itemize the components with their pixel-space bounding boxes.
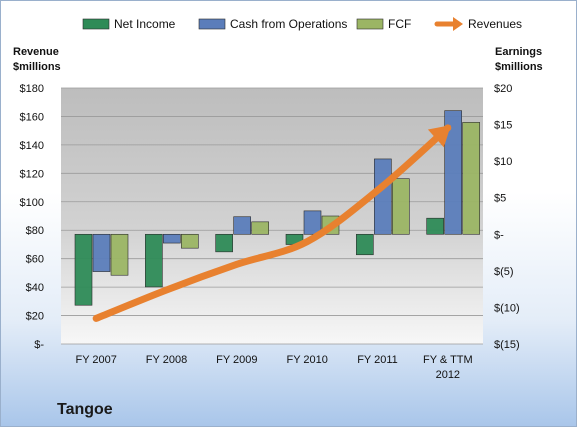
right-tick-label: $(15) bbox=[494, 339, 520, 351]
fcf-bar bbox=[392, 178, 410, 235]
category-label: 2012 bbox=[436, 369, 460, 381]
left-tick-label: $180 bbox=[20, 83, 44, 95]
bars-layer bbox=[74, 110, 480, 306]
right-tick-label: $(5) bbox=[494, 266, 514, 278]
fcf-bar bbox=[251, 221, 269, 235]
fcf-bar bbox=[181, 233, 199, 249]
category-label: FY 2007 bbox=[75, 354, 116, 366]
legend-swatch bbox=[198, 18, 226, 30]
revenue-line-layer bbox=[92, 124, 452, 322]
cash-from-operations-bar bbox=[233, 216, 251, 235]
right-tick-label: $15 bbox=[494, 120, 512, 132]
legend-swatch-arrowhead bbox=[453, 17, 463, 31]
left-tick-label: $60 bbox=[26, 254, 44, 266]
left-axis-title: $millions bbox=[13, 61, 61, 73]
category-label: FY & TTM bbox=[423, 354, 473, 366]
legend-swatch bbox=[82, 18, 110, 30]
left-tick-label: $100 bbox=[20, 197, 44, 209]
right-tick-label: $20 bbox=[494, 83, 512, 95]
category-label: FY 2011 bbox=[357, 354, 398, 366]
cash-from-operations-bar bbox=[163, 233, 181, 244]
net-income-bar bbox=[145, 233, 163, 288]
axes-layer: $- $20 $40 $60 $80 $100 $120 $140 $160 $180 $(15) $… bbox=[13, 46, 543, 381]
category-label: FY 2009 bbox=[216, 354, 257, 366]
right-tick-label: $(10) bbox=[494, 302, 520, 314]
legend-swatch bbox=[356, 18, 384, 30]
cash-from-operations-bar bbox=[444, 110, 462, 235]
left-tick-label: $160 bbox=[20, 111, 44, 123]
net-income-bar bbox=[74, 233, 93, 306]
net-income-bar bbox=[215, 233, 233, 253]
left-tick-label: $120 bbox=[20, 168, 44, 180]
chart-title: Tangoe bbox=[57, 401, 113, 418]
right-axis-title: $millions bbox=[495, 61, 543, 73]
revenues-arrowhead bbox=[427, 125, 451, 148]
category-label: FY 2010 bbox=[286, 354, 327, 366]
cash-from-operations-bar bbox=[92, 233, 111, 272]
left-tick-label: $140 bbox=[20, 140, 44, 152]
net-income-bar bbox=[356, 233, 374, 256]
category-label: FY 2008 bbox=[146, 354, 187, 366]
net-income-bar bbox=[426, 217, 444, 235]
fcf-bar bbox=[462, 122, 480, 235]
cash-from-operations-bar bbox=[303, 210, 322, 235]
left-tick-label: $20 bbox=[26, 311, 44, 323]
right-tick-label: $5 bbox=[494, 193, 506, 205]
right-axis-title: Earnings bbox=[495, 46, 542, 58]
gridlines bbox=[61, 87, 483, 345]
right-tick-label: $10 bbox=[494, 156, 512, 168]
left-tick-label: $- bbox=[34, 339, 44, 351]
legend-label: Cash from Operations bbox=[230, 17, 347, 31]
cash-from-operations-bar bbox=[374, 158, 392, 235]
fcf-bar bbox=[110, 233, 129, 276]
right-tick-label: $- bbox=[494, 229, 504, 241]
legend: Net Income Cash from Operations FCF Revenue… bbox=[82, 17, 522, 31]
legend-label: Revenues bbox=[468, 17, 522, 31]
left-tick-label: $40 bbox=[26, 282, 44, 294]
revenues-line bbox=[92, 124, 452, 322]
left-tick-label: $80 bbox=[26, 225, 44, 237]
left-axis-title: Revenue bbox=[13, 46, 59, 58]
legend-label: FCF bbox=[388, 17, 411, 31]
legend-label: Net Income bbox=[114, 17, 176, 31]
